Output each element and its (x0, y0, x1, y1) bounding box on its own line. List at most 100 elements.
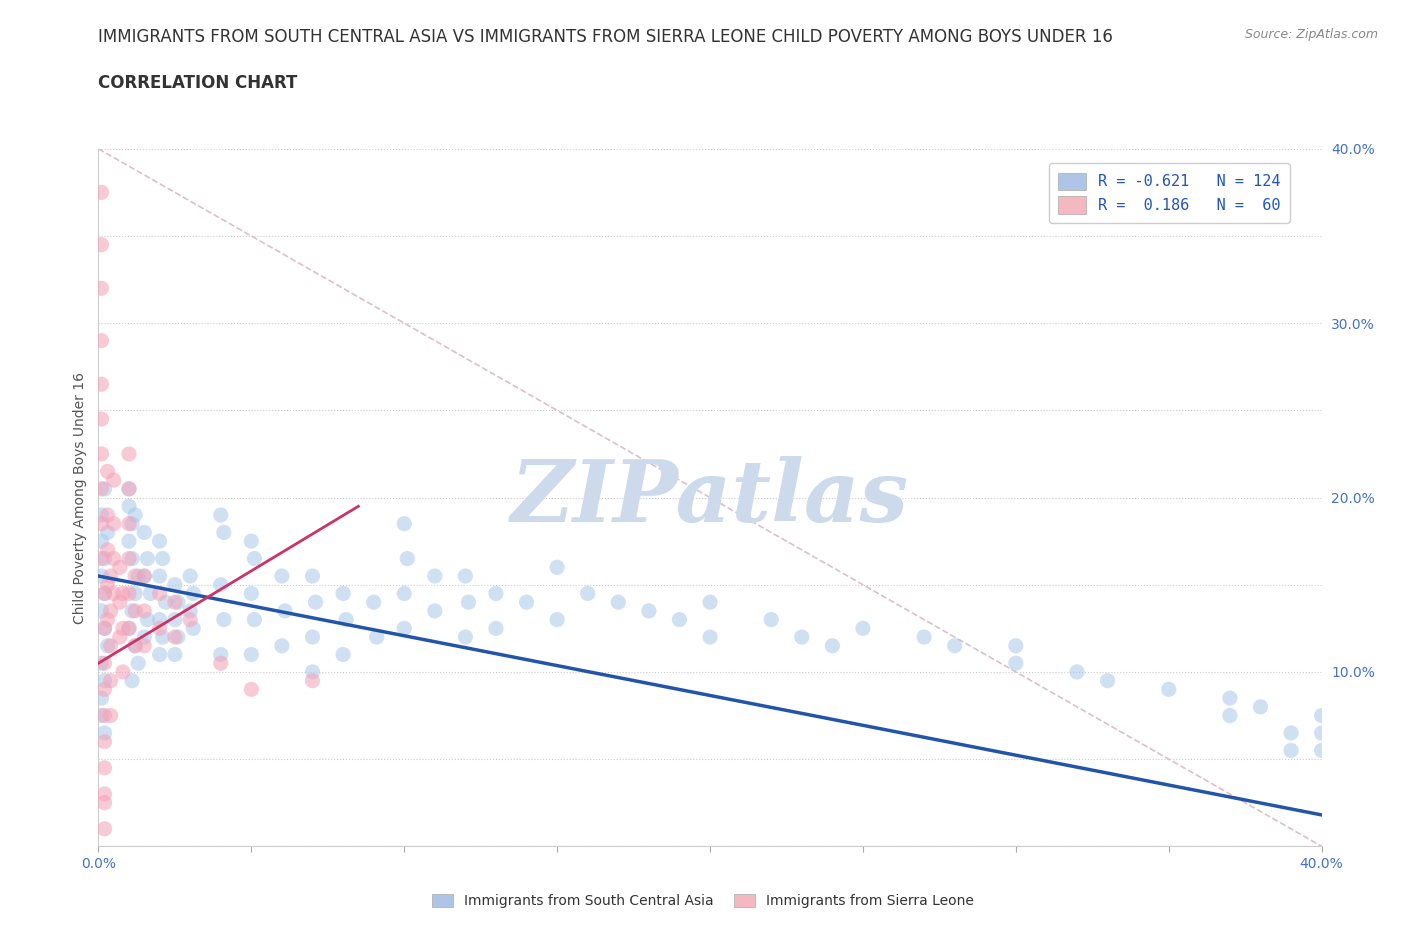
Point (136, 551, 159, 566)
Point (90, 708, 112, 723)
Point (127, 568, 149, 583)
Point (332, 647, 354, 662)
Point (301, 568, 323, 583)
Point (100, 604, 122, 618)
Point (90, 534, 112, 549)
Point (90, 508, 112, 523)
Point (118, 498, 141, 513)
Point (209, 508, 232, 523)
Point (1310, 743, 1333, 758)
Point (392, 621, 416, 636)
Point (396, 551, 419, 566)
Point (108, 595, 131, 610)
Point (93, 621, 115, 636)
Point (668, 612, 690, 627)
Point (103, 586, 125, 601)
Point (100, 673, 122, 688)
Point (163, 612, 186, 627)
Point (243, 612, 266, 627)
Point (852, 621, 875, 636)
Text: Source: ZipAtlas.com: Source: ZipAtlas.com (1244, 28, 1378, 41)
Point (134, 604, 156, 618)
Point (243, 551, 266, 566)
Point (392, 586, 416, 601)
Point (163, 630, 186, 644)
Point (152, 630, 174, 644)
Point (108, 560, 131, 575)
Point (301, 630, 323, 644)
Point (332, 586, 354, 601)
Point (209, 578, 232, 592)
Point (546, 612, 568, 627)
Point (124, 586, 146, 601)
Point (97, 578, 120, 592)
Point (93, 551, 115, 566)
Point (93, 735, 115, 750)
Point (97, 508, 120, 523)
Point (179, 604, 201, 618)
Point (485, 621, 508, 636)
Point (1097, 673, 1119, 688)
Point (155, 595, 177, 610)
Point (118, 516, 141, 531)
Point (97, 542, 120, 557)
Point (1279, 743, 1302, 758)
Y-axis label: Child Poverty Among Boys Under 16: Child Poverty Among Boys Under 16 (73, 372, 87, 623)
Point (121, 673, 143, 688)
Point (576, 586, 599, 601)
Point (1157, 682, 1180, 697)
Point (149, 568, 172, 583)
Point (134, 568, 156, 583)
Point (423, 604, 446, 618)
Point (90, 377, 112, 392)
Point (97, 638, 120, 653)
Point (454, 630, 477, 644)
Point (93, 621, 115, 636)
Point (90, 446, 112, 461)
Point (139, 586, 162, 601)
Point (149, 612, 172, 627)
Point (90, 551, 112, 566)
Point (124, 638, 146, 653)
Point (93, 795, 115, 810)
Point (93, 656, 115, 671)
Point (90, 237, 112, 252)
Point (392, 516, 416, 531)
Point (163, 647, 186, 662)
Point (111, 586, 134, 601)
Point (103, 551, 125, 566)
Point (163, 595, 186, 610)
Point (699, 595, 721, 610)
Point (167, 595, 190, 610)
Point (124, 604, 146, 618)
Point (270, 638, 292, 653)
Point (90, 604, 112, 618)
Point (1310, 725, 1333, 740)
Point (485, 586, 508, 601)
Point (93, 673, 115, 688)
Point (134, 568, 156, 583)
Point (212, 612, 235, 627)
Point (103, 516, 125, 531)
Point (423, 568, 446, 583)
Point (149, 534, 172, 549)
Point (97, 525, 120, 540)
Point (699, 630, 721, 644)
Point (821, 638, 844, 653)
Point (93, 586, 115, 601)
Point (301, 665, 323, 680)
Point (167, 630, 190, 644)
Point (304, 595, 326, 610)
Point (93, 725, 115, 740)
Point (240, 647, 263, 662)
Point (100, 568, 122, 583)
Point (179, 612, 201, 627)
Point (118, 482, 141, 497)
Text: CORRELATION CHART: CORRELATION CHART (98, 74, 298, 92)
Point (240, 586, 263, 601)
Point (274, 604, 297, 618)
Point (363, 595, 385, 610)
Point (97, 612, 120, 627)
Point (1249, 699, 1271, 714)
Point (124, 638, 146, 653)
